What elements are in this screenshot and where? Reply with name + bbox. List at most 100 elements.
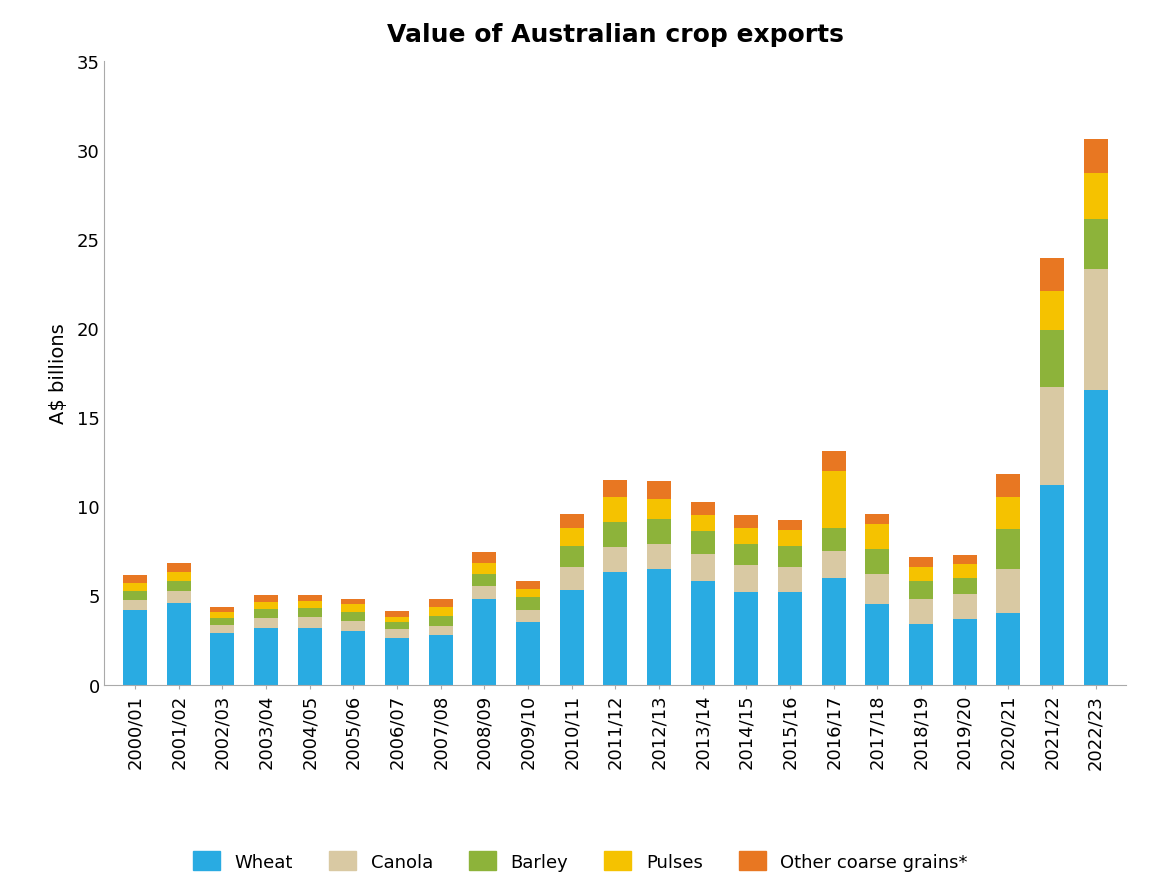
Bar <box>473 552 497 564</box>
Bar <box>473 564 497 574</box>
Bar <box>560 590 584 685</box>
Bar <box>1040 259 1063 291</box>
Bar <box>996 530 1021 569</box>
Bar <box>428 626 453 635</box>
Bar <box>385 638 409 685</box>
Bar <box>297 628 322 685</box>
Bar <box>1083 220 1108 270</box>
Bar <box>691 532 715 555</box>
Bar <box>822 528 845 551</box>
Bar <box>254 596 277 602</box>
Bar <box>822 551 845 578</box>
Bar <box>865 550 889 574</box>
Bar <box>953 565 976 578</box>
Bar <box>691 555 715 581</box>
Bar <box>167 592 190 603</box>
Bar <box>385 623 409 630</box>
Bar <box>210 613 235 618</box>
Bar <box>473 600 497 685</box>
Bar <box>1083 270 1108 391</box>
Bar <box>473 586 497 600</box>
Bar <box>473 574 497 586</box>
Bar <box>604 498 627 522</box>
Bar <box>822 471 845 528</box>
Bar <box>515 610 540 623</box>
Bar <box>385 630 409 638</box>
Bar <box>297 608 322 617</box>
Bar <box>604 548 627 572</box>
Bar <box>428 608 453 616</box>
Bar <box>691 502 715 515</box>
Bar <box>1040 486 1063 685</box>
Bar <box>123 610 147 685</box>
Bar <box>647 569 671 685</box>
Bar <box>515 589 540 598</box>
Bar <box>341 631 366 685</box>
Title: Value of Australian crop exports: Value of Australian crop exports <box>387 23 844 47</box>
Bar <box>909 567 933 581</box>
Bar <box>691 515 715 532</box>
Bar <box>123 575 147 583</box>
Bar <box>560 528 584 546</box>
Bar <box>953 556 976 565</box>
Bar <box>1040 387 1063 486</box>
Bar <box>604 572 627 685</box>
Bar <box>341 613 366 622</box>
Bar <box>909 558 933 567</box>
Bar <box>254 618 277 628</box>
Bar <box>778 520 802 531</box>
Bar <box>1083 174 1108 220</box>
Bar <box>909 581 933 600</box>
Bar <box>297 595 322 601</box>
Bar <box>778 593 802 685</box>
Bar <box>822 578 845 685</box>
Bar <box>254 609 277 618</box>
Bar <box>734 593 758 685</box>
Bar <box>167 572 190 581</box>
Bar <box>996 569 1021 614</box>
Bar <box>385 617 409 623</box>
Bar <box>778 531 802 546</box>
Bar <box>428 600 453 608</box>
Bar <box>822 451 845 471</box>
Bar <box>691 581 715 685</box>
Bar <box>297 601 322 608</box>
Bar <box>604 522 627 548</box>
Bar <box>647 482 671 500</box>
Bar <box>341 622 366 631</box>
Bar <box>210 608 235 613</box>
Bar <box>1083 391 1108 685</box>
Bar <box>1040 291 1063 330</box>
Bar <box>953 619 976 685</box>
Bar <box>647 544 671 569</box>
Bar <box>210 633 235 685</box>
Y-axis label: A$ billions: A$ billions <box>49 323 68 423</box>
Bar <box>865 574 889 605</box>
Bar <box>734 544 758 565</box>
Bar <box>297 617 322 628</box>
Bar <box>953 594 976 619</box>
Bar <box>167 581 190 592</box>
Bar <box>167 564 190 572</box>
Bar <box>341 605 366 613</box>
Bar <box>167 603 190 685</box>
Bar <box>647 519 671 544</box>
Bar <box>560 567 584 590</box>
Bar <box>996 475 1021 498</box>
Bar <box>515 581 540 589</box>
Bar <box>560 546 584 567</box>
Bar <box>210 618 235 625</box>
Bar <box>123 601 147 610</box>
Bar <box>254 628 277 685</box>
Bar <box>1083 140 1108 174</box>
Bar <box>123 592 147 601</box>
Bar <box>1040 330 1063 387</box>
Bar <box>996 614 1021 685</box>
Bar <box>210 625 235 633</box>
Bar <box>996 498 1021 530</box>
Bar <box>778 546 802 567</box>
Bar <box>515 598 540 610</box>
Bar <box>341 600 366 605</box>
Bar <box>953 578 976 594</box>
Bar <box>734 565 758 593</box>
